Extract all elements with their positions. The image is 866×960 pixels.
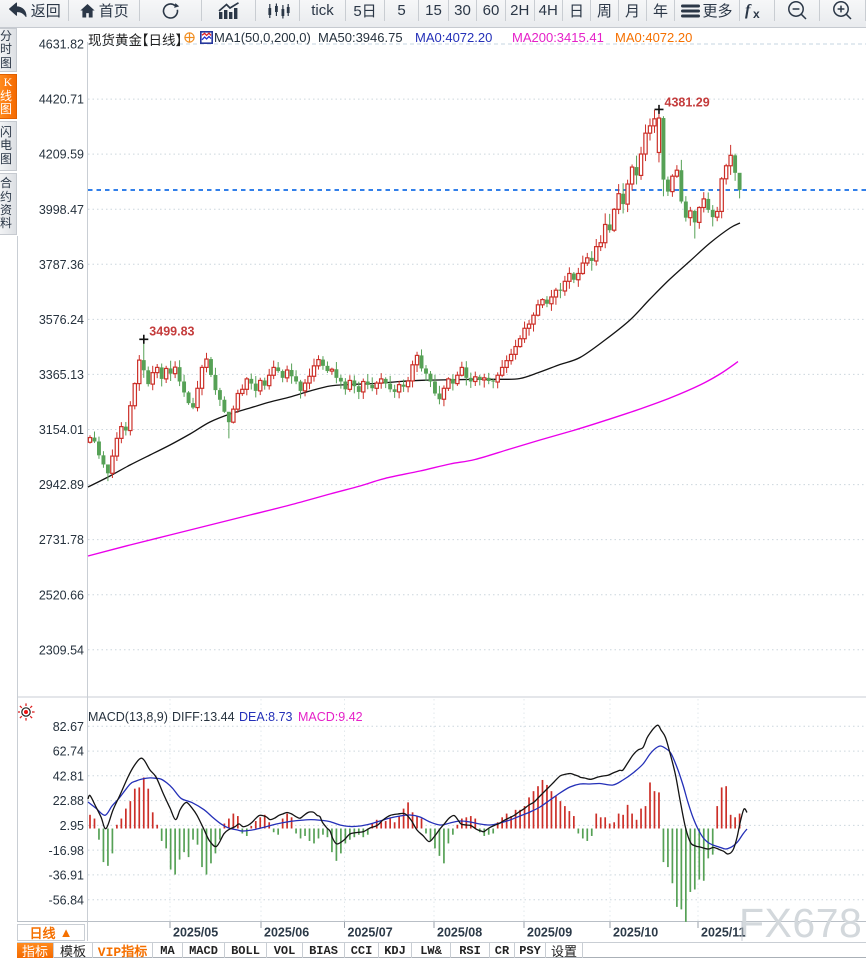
svg-text:4631.82: 4631.82 [39,38,84,52]
svg-text:2025/05: 2025/05 [173,926,218,940]
svg-text:f: f [745,2,752,19]
svg-text:x: x [753,7,760,20]
svg-text:MACD:9.42: MACD:9.42 [298,710,363,724]
svg-text:DEA:8.73: DEA:8.73 [239,710,293,724]
svg-text:3576.24: 3576.24 [39,313,84,327]
svg-text:3499.83: 3499.83 [149,325,194,339]
svg-text:2025/07: 2025/07 [348,926,393,940]
svg-text:82.67: 82.67 [53,720,84,734]
svg-text:4209.59: 4209.59 [39,148,84,162]
svg-text:4420.71: 4420.71 [39,93,84,107]
svg-text:2731.78: 2731.78 [39,533,84,547]
svg-text:-36.91: -36.91 [49,869,84,883]
svg-text:22.88: 22.88 [53,794,84,808]
svg-text:2025/10: 2025/10 [613,926,658,940]
svg-text:3787.36: 3787.36 [39,258,84,272]
svg-text:3154.01: 3154.01 [39,423,84,437]
svg-text:2025/09: 2025/09 [527,926,572,940]
svg-text:2.95: 2.95 [60,819,84,833]
svg-text:2025/08: 2025/08 [437,926,482,940]
svg-text:2520.66: 2520.66 [39,588,84,602]
svg-text:2309.54: 2309.54 [39,643,84,657]
svg-text:2025/06: 2025/06 [264,926,309,940]
svg-text:FX678: FX678 [739,900,862,946]
svg-text:62.74: 62.74 [53,745,84,759]
svg-text:2942.89: 2942.89 [39,478,84,492]
svg-text:-56.84: -56.84 [49,893,84,907]
svg-text:MACD(13,8,9): MACD(13,8,9) [88,710,168,724]
svg-text:2025/11: 2025/11 [701,926,746,940]
svg-text:4381.29: 4381.29 [665,96,710,110]
svg-text:DIFF:13.44: DIFF:13.44 [172,710,235,724]
svg-text:-16.98: -16.98 [49,844,84,858]
svg-text:3365.13: 3365.13 [39,368,84,382]
svg-text:42.81: 42.81 [53,769,84,783]
svg-text:3998.47: 3998.47 [39,203,84,217]
